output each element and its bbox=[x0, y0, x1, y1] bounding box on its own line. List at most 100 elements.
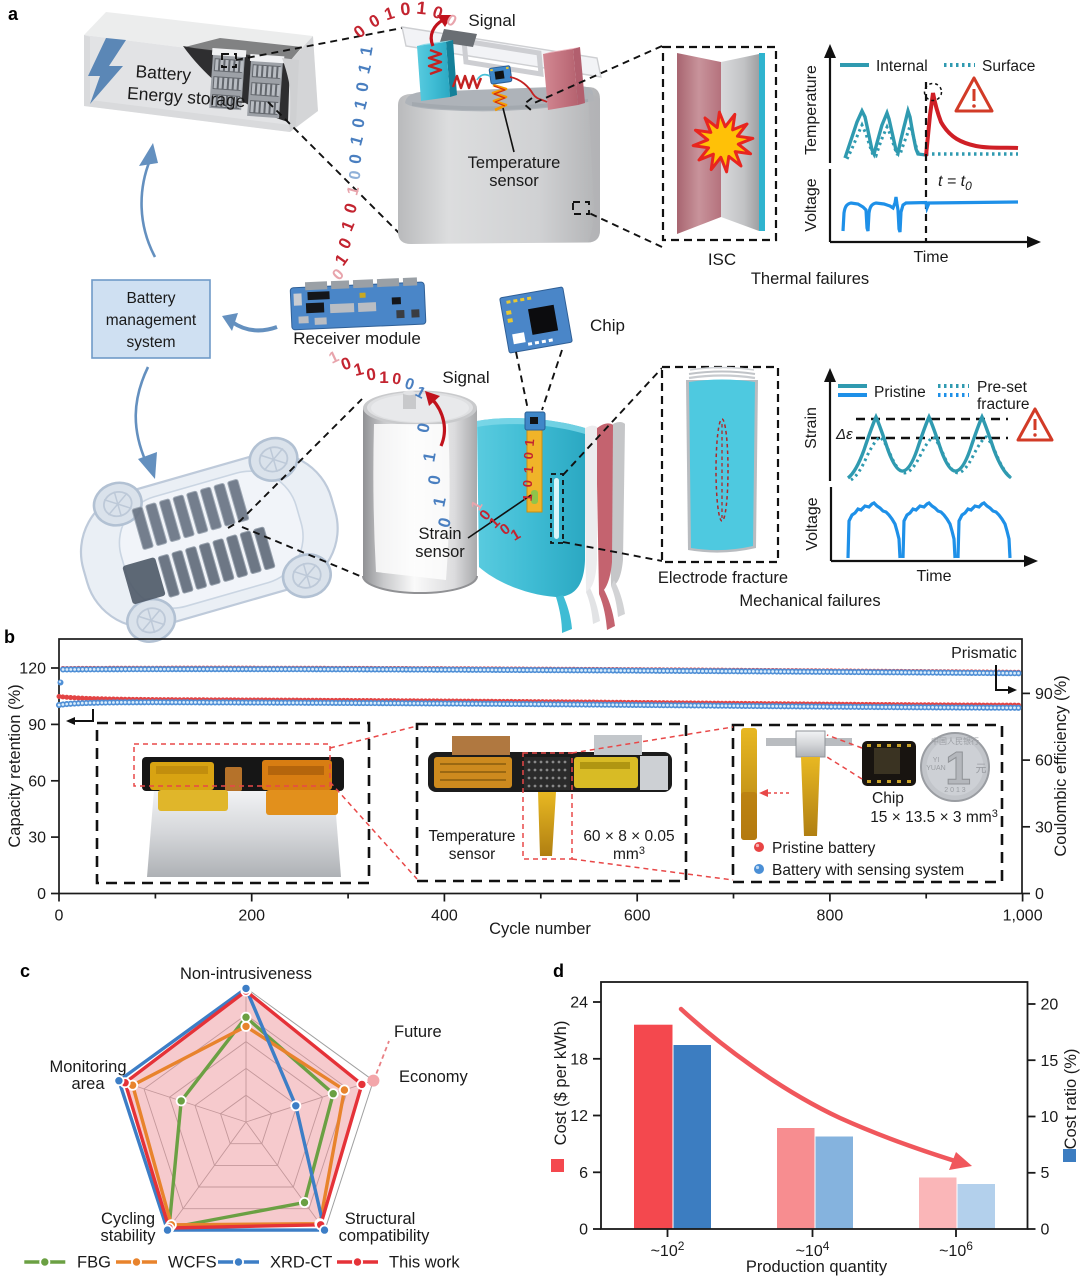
svg-text:Capacity retention (%): Capacity retention (%) bbox=[6, 684, 24, 847]
svg-text:Pristine: Pristine bbox=[874, 384, 926, 401]
svg-text:800: 800 bbox=[817, 908, 844, 925]
svg-text:0: 0 bbox=[399, 0, 411, 20]
svg-text:Mechanical failures: Mechanical failures bbox=[739, 592, 880, 610]
svg-text:6: 6 bbox=[579, 1165, 588, 1182]
svg-text:WCFS: WCFS bbox=[168, 1254, 217, 1272]
svg-text:Time: Time bbox=[917, 568, 952, 585]
svg-text:18: 18 bbox=[570, 1051, 588, 1068]
svg-text:Monitoring: Monitoring bbox=[49, 1058, 126, 1076]
svg-text:Cost ($ per kWh): Cost ($ per kWh) bbox=[552, 1021, 570, 1146]
svg-text:0: 0 bbox=[37, 886, 46, 903]
svg-text:Temperature: Temperature bbox=[803, 65, 820, 155]
svg-text:Coulombic efficiency (%): Coulombic efficiency (%) bbox=[1052, 675, 1070, 856]
svg-text:Cost ratio (%): Cost ratio (%) bbox=[1062, 1049, 1080, 1150]
svg-text:Strain: Strain bbox=[803, 407, 820, 449]
svg-text:~104: ~104 bbox=[796, 1239, 830, 1260]
svg-text:1: 1 bbox=[522, 438, 538, 447]
svg-text:0: 0 bbox=[350, 21, 369, 42]
svg-text:0: 0 bbox=[352, 81, 372, 94]
svg-text:0: 0 bbox=[346, 169, 364, 181]
svg-text:~102: ~102 bbox=[651, 1239, 685, 1260]
svg-text:元: 元 bbox=[976, 763, 987, 775]
svg-text:d: d bbox=[553, 961, 564, 981]
svg-text:Voltage: Voltage bbox=[804, 497, 821, 550]
svg-text:0: 0 bbox=[520, 479, 536, 488]
svg-text:1: 1 bbox=[346, 134, 367, 148]
svg-text:0: 0 bbox=[1035, 886, 1044, 903]
svg-text:Temperature: Temperature bbox=[428, 828, 515, 845]
svg-text:1: 1 bbox=[337, 218, 358, 234]
svg-text:0: 0 bbox=[348, 117, 368, 130]
svg-text:c: c bbox=[20, 961, 30, 981]
svg-text:This work: This work bbox=[389, 1254, 460, 1272]
svg-text:0: 0 bbox=[345, 153, 365, 166]
svg-text:60: 60 bbox=[28, 773, 46, 790]
svg-text:中国人民银行: 中国人民银行 bbox=[931, 736, 979, 746]
svg-text:Receiver module: Receiver module bbox=[293, 329, 421, 348]
svg-text:400: 400 bbox=[431, 908, 458, 925]
svg-text:t = t0: t = t0 bbox=[938, 173, 972, 193]
svg-text:Signal: Signal bbox=[468, 11, 515, 30]
svg-text:fracture: fracture bbox=[977, 396, 1030, 413]
svg-text:0: 0 bbox=[521, 451, 537, 460]
svg-text:Thermal failures: Thermal failures bbox=[751, 270, 869, 288]
svg-text:b: b bbox=[4, 627, 15, 647]
svg-text:0: 0 bbox=[340, 201, 361, 216]
svg-text:60 × 8 × 0.05: 60 × 8 × 0.05 bbox=[583, 828, 674, 845]
svg-text:30: 30 bbox=[28, 830, 46, 847]
svg-text:0: 0 bbox=[443, 12, 459, 31]
svg-text:15 × 13.5 × 3 mm3: 15 × 13.5 × 3 mm3 bbox=[870, 808, 998, 826]
svg-text:Battery: Battery bbox=[135, 61, 192, 85]
svg-text:5: 5 bbox=[1041, 1165, 1050, 1182]
svg-text:sensor: sensor bbox=[449, 846, 496, 863]
svg-text:10: 10 bbox=[1041, 1109, 1059, 1126]
svg-text:1: 1 bbox=[379, 368, 388, 387]
svg-text:XRD-CT: XRD-CT bbox=[270, 1254, 332, 1272]
svg-text:0: 0 bbox=[365, 364, 377, 384]
svg-text:sensor: sensor bbox=[415, 543, 465, 561]
svg-text:YI: YI bbox=[933, 757, 940, 764]
svg-text:1: 1 bbox=[416, 0, 428, 19]
svg-text:1: 1 bbox=[382, 3, 397, 24]
svg-text:Economy: Economy bbox=[399, 1068, 469, 1086]
svg-text:0: 0 bbox=[366, 11, 383, 32]
svg-text:1: 1 bbox=[354, 62, 375, 76]
svg-text:Battery: Battery bbox=[126, 290, 175, 307]
svg-text:Voltage: Voltage bbox=[803, 178, 820, 231]
svg-text:30: 30 bbox=[1035, 819, 1053, 836]
svg-text:compatibility: compatibility bbox=[339, 1227, 431, 1245]
svg-text:Signal: Signal bbox=[442, 368, 489, 387]
svg-text:0: 0 bbox=[579, 1222, 588, 1239]
svg-text:Prismatic: Prismatic bbox=[951, 645, 1017, 662]
svg-text:90: 90 bbox=[28, 717, 46, 734]
svg-text:system: system bbox=[126, 334, 175, 351]
svg-text:Temperature: Temperature bbox=[468, 154, 561, 172]
svg-text:1: 1 bbox=[429, 495, 450, 508]
svg-text:1: 1 bbox=[350, 98, 371, 112]
svg-text:90: 90 bbox=[1035, 686, 1053, 703]
svg-text:1: 1 bbox=[352, 359, 366, 380]
svg-text:1: 1 bbox=[344, 184, 363, 197]
svg-text:0: 0 bbox=[1041, 1222, 1050, 1239]
svg-text:sensor: sensor bbox=[489, 172, 539, 190]
svg-text:0: 0 bbox=[55, 908, 64, 925]
svg-text:YUAN: YUAN bbox=[926, 765, 945, 772]
svg-text:1: 1 bbox=[520, 493, 536, 502]
svg-text:1: 1 bbox=[356, 45, 376, 58]
svg-text:200: 200 bbox=[238, 908, 265, 925]
svg-text:2 0 1 3: 2 0 1 3 bbox=[944, 787, 966, 794]
svg-text:Cycling: Cycling bbox=[101, 1210, 155, 1228]
svg-text:24: 24 bbox=[570, 995, 588, 1012]
svg-text:Future: Future bbox=[394, 1023, 442, 1041]
svg-text:1,000: 1,000 bbox=[1003, 908, 1043, 925]
svg-text:Pre-set: Pre-set bbox=[977, 379, 1028, 396]
svg-text:Structural: Structural bbox=[345, 1210, 416, 1228]
svg-text:Strain: Strain bbox=[418, 525, 461, 543]
svg-text:ISC: ISC bbox=[708, 250, 736, 269]
svg-text:Cycle number: Cycle number bbox=[489, 920, 591, 938]
svg-text:Chip: Chip bbox=[872, 790, 904, 807]
svg-text:1: 1 bbox=[521, 465, 537, 474]
svg-text:0: 0 bbox=[413, 421, 434, 434]
svg-text:20: 20 bbox=[1041, 997, 1059, 1014]
svg-text:Battery with sensing system: Battery with sensing system bbox=[772, 862, 964, 879]
